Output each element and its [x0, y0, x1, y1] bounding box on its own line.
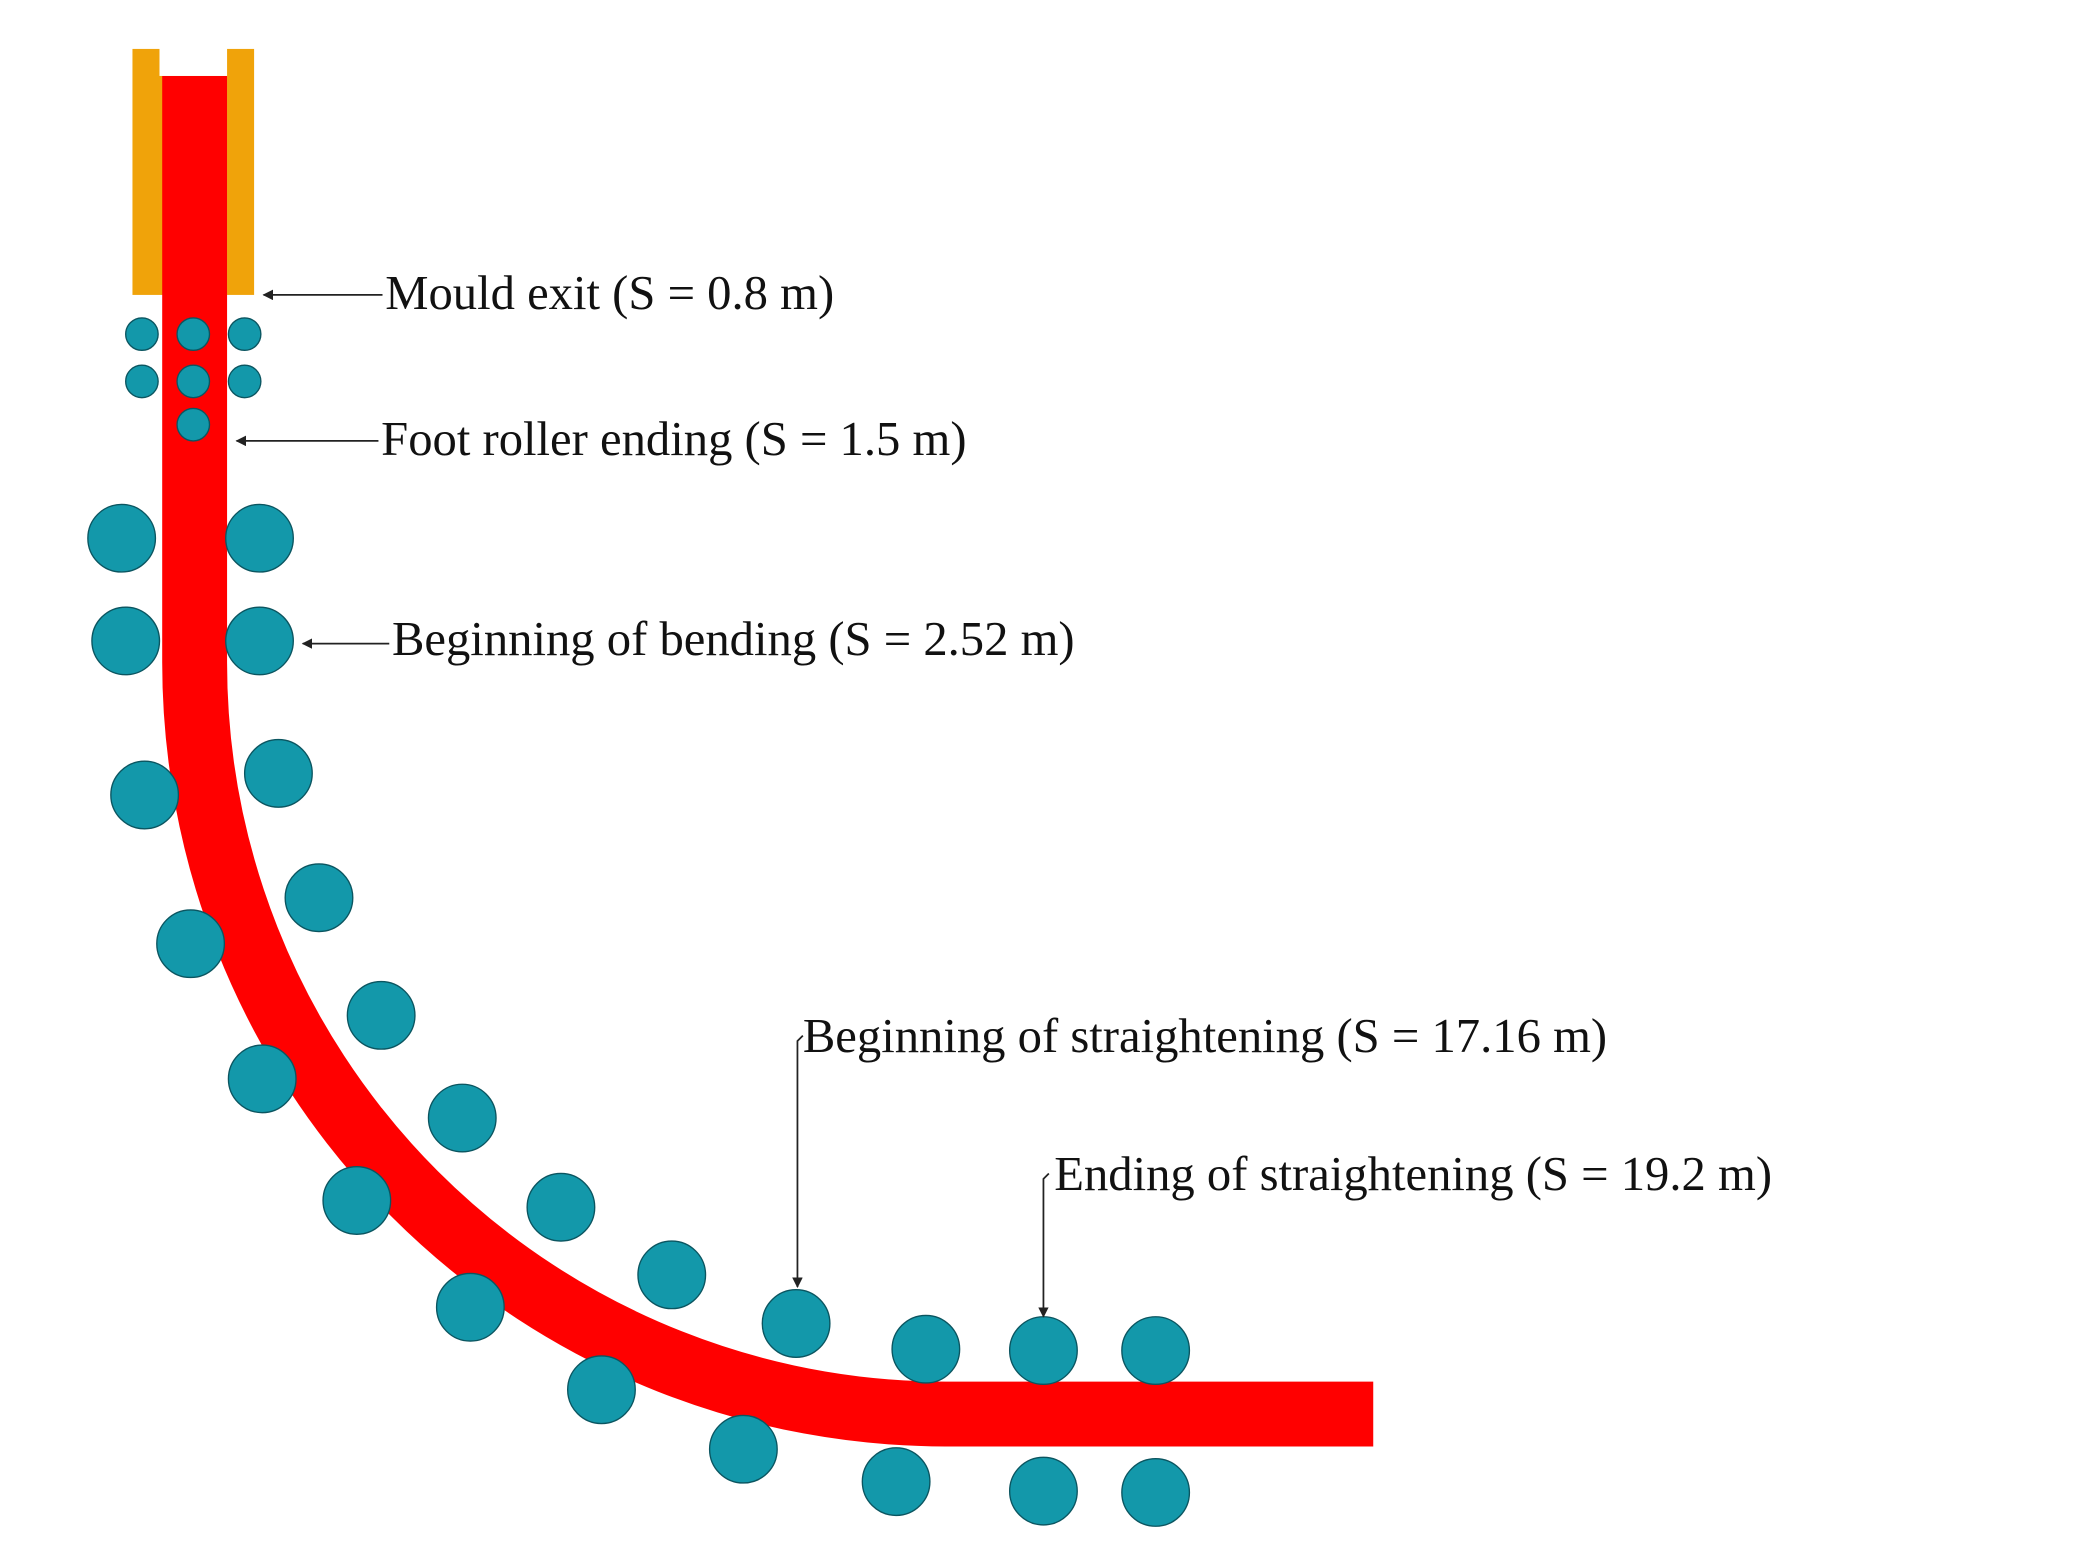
- rollers: [87, 317, 1191, 1527]
- leaders: [235, 289, 1050, 1318]
- label: Mould exit (S = 0.8 m): [385, 266, 834, 320]
- label: Foot roller ending (S = 1.5 m): [381, 412, 966, 466]
- label: Beginning of bending (S = 2.52 m): [392, 612, 1075, 666]
- label: Ending of straightening (S = 19.2 m): [1054, 1147, 1772, 1201]
- label: Beginning of straightening (S = 17.16 m): [803, 1009, 1607, 1063]
- strand: [162, 75, 1374, 1447]
